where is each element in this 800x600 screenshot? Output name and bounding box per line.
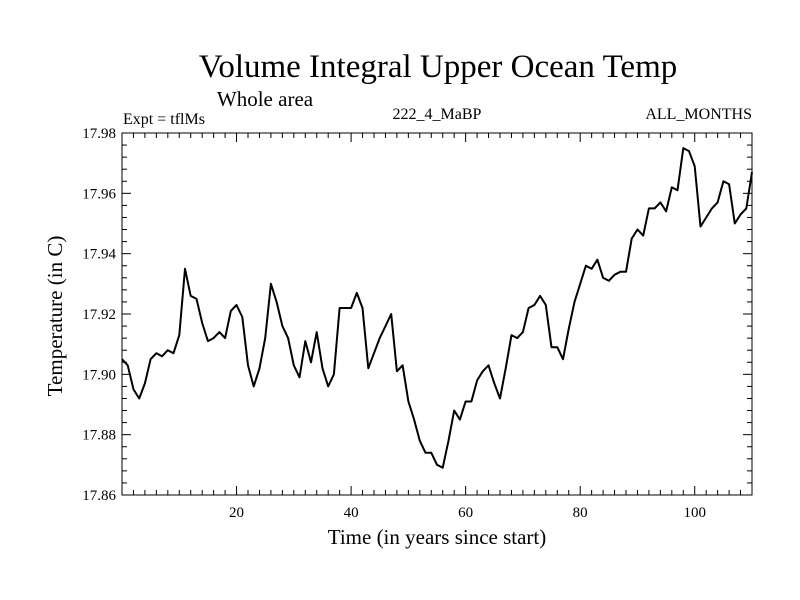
chart-subtitle: Whole area bbox=[217, 87, 314, 111]
tick-labels: 20 40 60 80 100 17.86 17.88 17.90 17.92 17.94 17.9… bbox=[82, 126, 706, 521]
months-label: ALL_MONTHS bbox=[645, 106, 752, 123]
y-tick-label: 17.96 bbox=[82, 186, 116, 202]
series-line bbox=[121, 147, 753, 469]
x-tick-label: 60 bbox=[458, 505, 473, 521]
y-tick-label: 17.86 bbox=[82, 488, 116, 504]
axis-ticks bbox=[122, 133, 752, 495]
run-label: 222_4_MaBP bbox=[393, 106, 482, 123]
y-axis-label: Temperature (in C) bbox=[43, 236, 67, 397]
experiment-label: Expt = tflMs bbox=[123, 111, 205, 128]
x-tick-label: 80 bbox=[573, 505, 588, 521]
y-tick-label: 17.92 bbox=[82, 307, 116, 323]
y-tick-label: 17.98 bbox=[82, 126, 116, 142]
y-tick-label: 17.94 bbox=[82, 247, 116, 263]
x-tick-label: 100 bbox=[683, 505, 706, 521]
y-tick-label: 17.90 bbox=[82, 367, 116, 383]
x-tick-label: 40 bbox=[344, 505, 359, 521]
plot-frame bbox=[121, 132, 753, 496]
y-tick-label: 17.88 bbox=[82, 428, 116, 444]
x-tick-label: 20 bbox=[229, 505, 244, 521]
chart-title: Volume Integral Upper Ocean Temp bbox=[199, 49, 677, 85]
x-axis-label: Time (in years since start) bbox=[328, 525, 547, 549]
